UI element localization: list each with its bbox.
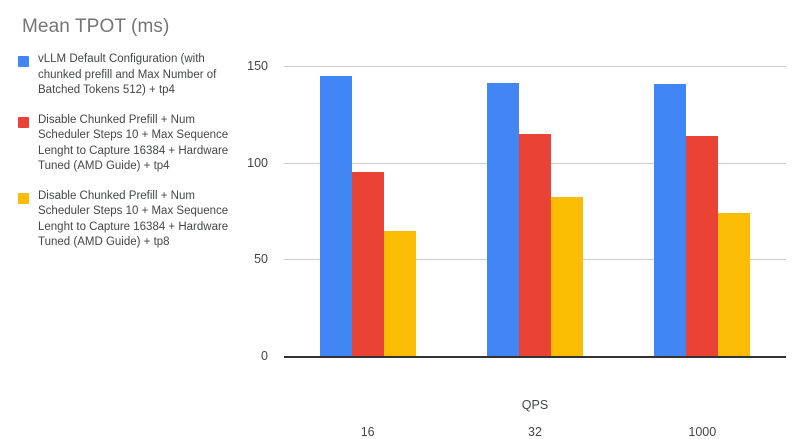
legend-swatch-red-icon bbox=[18, 116, 29, 128]
bar[interactable] bbox=[351, 172, 384, 356]
bar[interactable] bbox=[686, 135, 719, 356]
x-axis-tick-label: 16 bbox=[360, 425, 375, 439]
bar-group-16 bbox=[319, 60, 416, 360]
bar[interactable] bbox=[654, 84, 687, 356]
bar[interactable] bbox=[519, 133, 551, 356]
legend-label-series-2: Disable Chunked Prefill + Num Scheduler … bbox=[38, 113, 229, 173]
y-axis-tick-labels: 0 50 100 150 bbox=[232, 59, 276, 363]
x-axis-tick-label: 32 bbox=[528, 425, 542, 439]
legend-swatch-yellow-icon bbox=[18, 192, 29, 204]
y-axis-tick-label: 150 bbox=[247, 59, 268, 73]
legend-swatch-blue-icon bbox=[18, 56, 29, 67]
legend-item-series-3[interactable]: Disable Chunked Prefill + Num Scheduler … bbox=[14, 189, 246, 251]
x-axis-tick-label: 1000 bbox=[688, 425, 717, 439]
bar-group-1000 bbox=[654, 60, 751, 360]
bar-chart: Mean TPOT (ms) vLLM Default Configuratio… bbox=[14, 16, 786, 439]
plot-area: 16 32 1000 bbox=[284, 60, 786, 439]
legend-item-series-1[interactable]: vLLM Default Configuration (with chunked… bbox=[14, 52, 246, 99]
legend-label-series-3: Disable Chunked Prefill + Num Scheduler … bbox=[38, 189, 229, 249]
chart-legend: vLLM Default Configuration (with chunked… bbox=[14, 52, 246, 265]
bar[interactable] bbox=[319, 75, 352, 356]
y-axis-tick-label: 0 bbox=[261, 349, 268, 363]
x-axis-title: QPS bbox=[521, 398, 549, 412]
legend-item-series-2[interactable]: Disable Chunked Prefill + Num Scheduler … bbox=[14, 113, 246, 175]
bar-group-32 bbox=[487, 60, 583, 360]
bar[interactable] bbox=[487, 83, 519, 356]
bar[interactable] bbox=[383, 231, 416, 356]
y-axis-tick-label: 100 bbox=[247, 155, 268, 170]
chart-title: Mean TPOT (ms) bbox=[22, 16, 170, 37]
x-axis-line bbox=[284, 356, 786, 358]
bar[interactable] bbox=[718, 212, 751, 356]
gridline bbox=[284, 66, 786, 67]
legend-label-series-1: vLLM Default Configuration (with chunked… bbox=[38, 53, 217, 96]
bar[interactable] bbox=[551, 197, 583, 356]
y-axis-tick-label: 50 bbox=[254, 252, 268, 267]
